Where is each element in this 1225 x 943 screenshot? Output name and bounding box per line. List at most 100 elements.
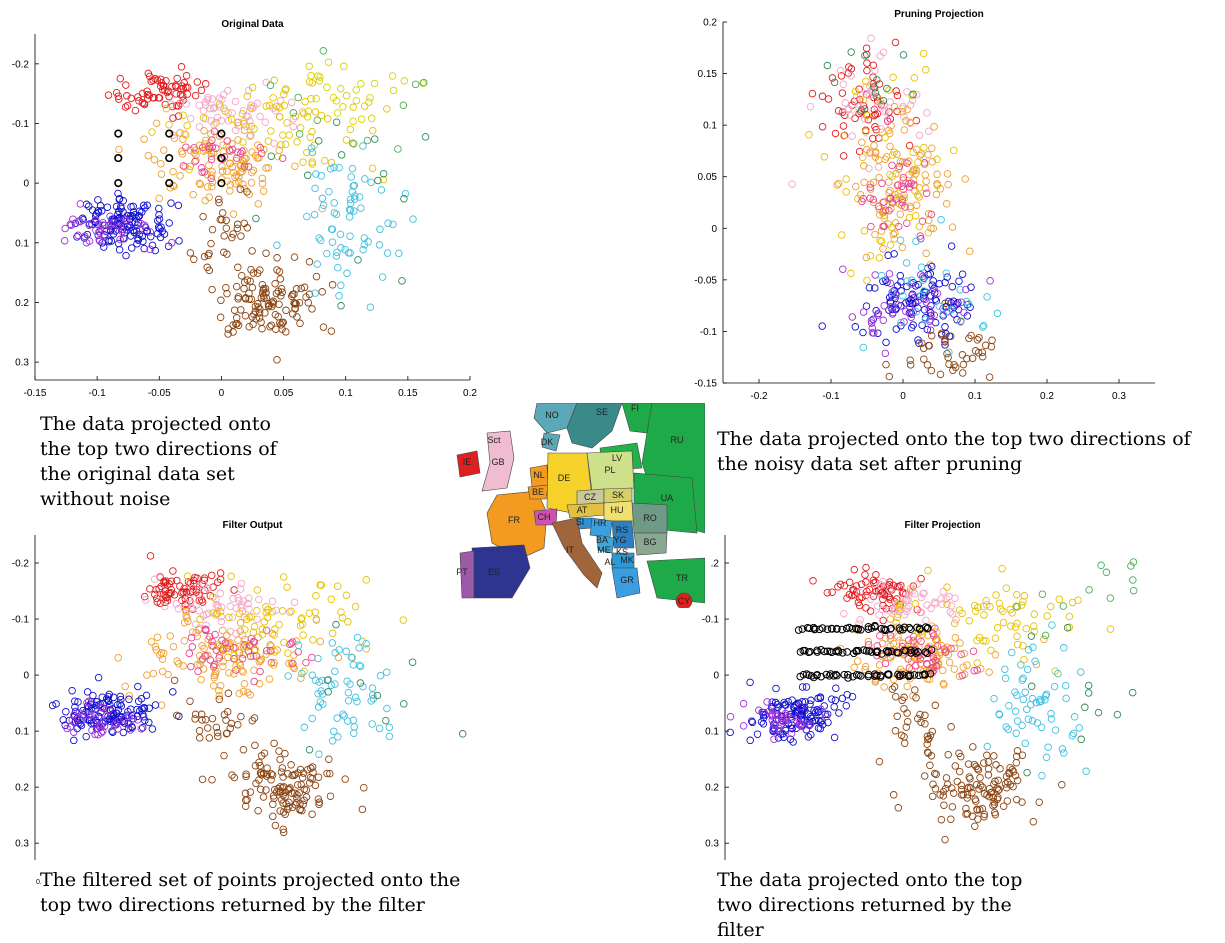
- data-point: [876, 96, 884, 105]
- data-point: [254, 200, 263, 208]
- data-point: [91, 711, 100, 719]
- data-point: [294, 93, 302, 102]
- data-point: [235, 609, 244, 618]
- data-point: [131, 106, 140, 115]
- data-point: [807, 696, 815, 705]
- data-point: [798, 708, 806, 716]
- data-point: [317, 111, 326, 120]
- data-point: [359, 245, 367, 254]
- data-point: [234, 263, 242, 272]
- data-point: [1028, 717, 1037, 725]
- data-point: [1004, 725, 1012, 734]
- data-point: [336, 84, 345, 93]
- y-tick-label: 0.2: [705, 783, 719, 794]
- y-tick-label: 0: [23, 671, 29, 682]
- data-point: [103, 203, 112, 211]
- data-point: [319, 323, 328, 331]
- data-point: [238, 654, 247, 663]
- data-point: [215, 100, 224, 109]
- data-point: [245, 605, 253, 613]
- data-point: [156, 650, 164, 659]
- data-point: [211, 670, 220, 678]
- data-point: [292, 300, 300, 308]
- data-point: [216, 569, 225, 577]
- data-point: [911, 661, 920, 670]
- data-point: [241, 802, 250, 810]
- data-point: [246, 788, 255, 796]
- data-point: [98, 693, 107, 701]
- data-point: [218, 209, 227, 217]
- data-point: [906, 356, 914, 364]
- data-point: [114, 654, 122, 662]
- data-point: [192, 156, 200, 165]
- data-point: [986, 603, 994, 611]
- data-point: [945, 658, 954, 667]
- data-point: [920, 772, 929, 780]
- data-point: [188, 643, 197, 651]
- data-point: [229, 230, 237, 238]
- data-point: [308, 653, 316, 662]
- data-point: [367, 697, 375, 705]
- data-point: [841, 99, 850, 107]
- data-point: [283, 583, 291, 591]
- data-point: [959, 663, 967, 671]
- data-point: [965, 334, 973, 343]
- data-point: [924, 631, 932, 640]
- region-bg: [633, 532, 668, 556]
- data-point: [200, 252, 209, 261]
- data-point: [76, 720, 85, 728]
- data-point: [216, 313, 225, 322]
- data-point: [881, 659, 890, 668]
- data-point: [297, 674, 305, 682]
- data-point: [1008, 765, 1017, 774]
- data-point: [342, 591, 351, 599]
- data-point: [134, 697, 143, 706]
- data-point: [155, 194, 163, 203]
- data-point: [864, 115, 873, 124]
- data-point: [235, 178, 243, 186]
- data-point: [834, 107, 843, 115]
- data-point: [123, 217, 131, 226]
- data-point: [1051, 726, 1060, 734]
- data-point: [266, 646, 275, 655]
- data-point: [299, 769, 308, 777]
- data-point: [259, 187, 268, 195]
- data-point: [904, 596, 912, 605]
- data-point: [267, 776, 275, 784]
- data-point: [244, 162, 253, 171]
- map-label-ie: IE: [463, 457, 472, 467]
- data-point: [334, 733, 342, 741]
- data-point: [327, 327, 336, 335]
- data-point: [883, 117, 892, 126]
- data-point: [222, 283, 230, 292]
- data-point: [156, 75, 165, 83]
- data-point: [276, 275, 285, 283]
- data-point: [1002, 783, 1011, 792]
- data-point: [924, 735, 932, 744]
- data-point: [928, 792, 937, 801]
- data-point: [307, 71, 315, 80]
- data-point: [157, 223, 165, 231]
- y-tick-label: 0.2: [15, 298, 29, 309]
- data-point: [1043, 612, 1051, 620]
- data-point: [303, 148, 311, 157]
- data-point: [157, 160, 165, 168]
- data-point: [236, 619, 245, 627]
- data-point: [246, 104, 255, 112]
- data-point: [303, 212, 311, 221]
- data-point: [246, 691, 254, 699]
- data-point: [880, 198, 888, 206]
- data-point: [267, 770, 276, 778]
- data-point: [956, 639, 964, 647]
- data-point: [999, 618, 1008, 627]
- data-point: [891, 38, 900, 47]
- data-point: [314, 795, 323, 803]
- data-point: [861, 128, 870, 136]
- data-point: [186, 588, 195, 596]
- y-tick-label: -0.1: [702, 615, 720, 626]
- data-point: [337, 244, 345, 252]
- data-point: [885, 189, 893, 197]
- data-point: [363, 136, 372, 145]
